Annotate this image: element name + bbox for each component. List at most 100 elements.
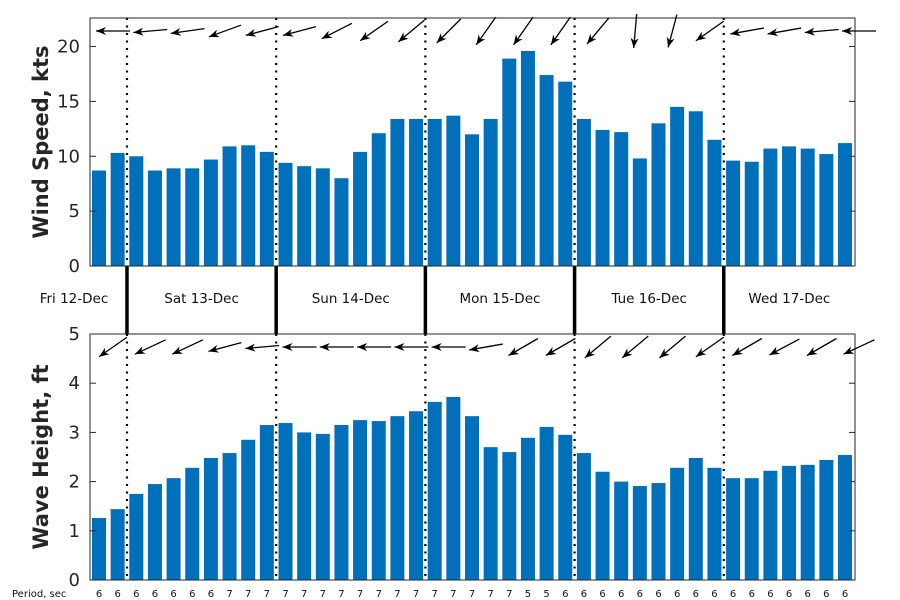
y-tick-label: 5 xyxy=(69,324,80,345)
bar xyxy=(222,453,237,580)
period-value: 6 xyxy=(655,589,661,600)
wave-height-panel: 0 1 2 3 4 5 Wave Height, ft xyxy=(29,324,875,591)
period-value: 7 xyxy=(264,589,270,600)
direction-arrow-icon xyxy=(321,22,353,40)
bar xyxy=(632,486,647,580)
bar xyxy=(502,452,517,580)
bar xyxy=(539,426,554,580)
bar xyxy=(129,493,144,580)
direction-arrow-icon xyxy=(695,336,725,358)
bar xyxy=(838,143,852,266)
bar xyxy=(483,118,498,266)
direction-arrow-icon xyxy=(357,343,392,351)
bar xyxy=(707,467,722,580)
direction-arrow-icon xyxy=(806,337,837,357)
bar xyxy=(315,433,330,580)
bar xyxy=(129,156,144,266)
bar xyxy=(800,148,815,266)
bar xyxy=(147,170,162,266)
bar xyxy=(259,151,274,266)
bar xyxy=(259,425,274,580)
period-value: 6 xyxy=(618,589,624,600)
day-label-band: Fri 12-Dec Sat 13-Dec Sun 14-Dec Mon 15-Dec… xyxy=(40,266,830,334)
bar xyxy=(782,465,797,580)
direction-arrow-icon xyxy=(508,337,539,357)
bar xyxy=(614,132,629,266)
bar xyxy=(446,396,461,580)
bar xyxy=(595,471,610,580)
y-tick-label: 2 xyxy=(69,472,80,493)
bar xyxy=(595,129,610,266)
bar xyxy=(203,159,218,266)
bar xyxy=(371,133,386,266)
period-value: 6 xyxy=(133,589,139,600)
direction-arrow-icon xyxy=(359,20,389,42)
direction-arrow-icon xyxy=(659,335,686,359)
period-value: 7 xyxy=(394,589,400,600)
direction-arrow-icon xyxy=(394,343,429,351)
direction-arrow-icon xyxy=(469,343,503,353)
bar xyxy=(576,453,591,580)
direction-arrow-icon xyxy=(431,343,466,351)
direction-arrow-icon xyxy=(171,339,204,355)
y-tick-label: 0 xyxy=(69,256,80,277)
y-tick-label: 20 xyxy=(57,37,80,58)
bar xyxy=(763,148,778,266)
period-value: 6 xyxy=(786,589,792,600)
period-row: 6 6 6 6 6 6 6 7 7 7 7 7 7 7 7 7 7 7 7 7 7 7 7 5 5 6 6 6 6 6 6 6 6 6 6 6 6 6 6 6… xyxy=(96,589,848,600)
period-value: 7 xyxy=(301,589,307,600)
period-value: 6 xyxy=(637,589,643,600)
bar xyxy=(576,118,591,266)
y-tick-label: 10 xyxy=(57,146,80,167)
period-value: 6 xyxy=(96,589,102,600)
direction-arrow-icon xyxy=(767,27,802,37)
bar xyxy=(520,50,535,267)
bar xyxy=(297,432,312,580)
day-label: Wed 17-Dec xyxy=(748,291,830,307)
direction-arrow-icon xyxy=(630,14,639,48)
bar xyxy=(297,166,312,266)
direction-arrow-icon xyxy=(208,341,242,353)
bar xyxy=(427,401,442,580)
bar xyxy=(707,139,722,266)
bar xyxy=(539,75,554,266)
y-tick-label: 4 xyxy=(69,373,80,394)
bar xyxy=(819,459,834,580)
bar xyxy=(744,478,759,580)
direction-arrow-icon xyxy=(319,343,354,351)
plot-frame xyxy=(89,333,856,581)
direction-arrow-icon xyxy=(584,335,612,359)
bar xyxy=(390,416,405,580)
direction-arrow-icon xyxy=(134,339,166,355)
direction-arrow-icon xyxy=(282,343,317,351)
direction-arrow-icon xyxy=(475,16,497,46)
direction-arrow-icon xyxy=(133,27,168,36)
period-value: 6 xyxy=(599,589,605,600)
bar xyxy=(688,111,703,266)
direction-arrow-icon xyxy=(397,19,425,43)
y-tick-label: 1 xyxy=(69,521,80,542)
period-value: 7 xyxy=(432,589,438,600)
bar xyxy=(334,425,349,580)
bar xyxy=(371,421,386,580)
direction-arrow-icon xyxy=(695,20,725,42)
bar xyxy=(278,162,293,266)
bar xyxy=(241,145,256,266)
direction-arrow-icon xyxy=(245,343,280,352)
day-label: Mon 15-Dec xyxy=(460,291,541,307)
period-value: 6 xyxy=(170,589,176,600)
direction-arrow-icon xyxy=(245,25,279,37)
y-axis-title: Wave Height, ft xyxy=(29,364,53,549)
y-tick-label: 0 xyxy=(69,570,80,591)
bar xyxy=(166,478,181,580)
day-label: Sun 14-Dec xyxy=(312,291,390,307)
period-value: 7 xyxy=(450,589,456,600)
bar xyxy=(203,457,218,580)
bar xyxy=(558,81,573,266)
period-value: 5 xyxy=(525,589,531,600)
direction-arrow-icon xyxy=(843,339,875,355)
direction-arrow-icon xyxy=(621,335,649,359)
bar xyxy=(334,178,349,266)
bar xyxy=(670,106,685,267)
period-value: 6 xyxy=(152,589,158,600)
